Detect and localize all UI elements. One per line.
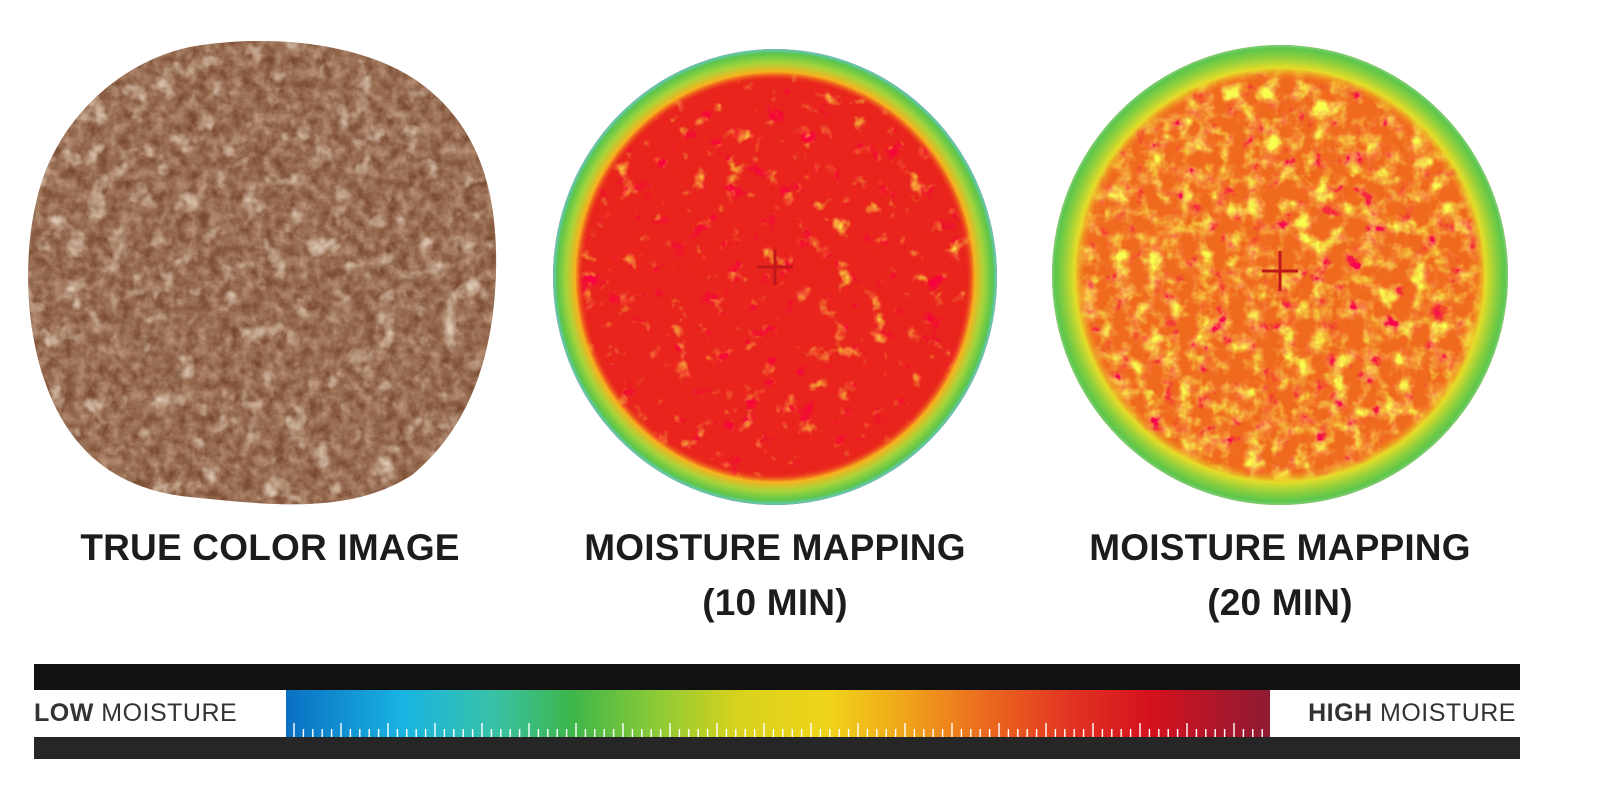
low-prefix: LOW	[34, 699, 94, 727]
caption-line: TRUE COLOR IMAGE	[80, 527, 460, 568]
true-color-caption: TRUE COLOR IMAGE	[20, 520, 520, 575]
crosshair-marker	[757, 249, 793, 285]
legend-bottom-bar	[34, 737, 1520, 759]
low-suffix: MOISTURE	[93, 699, 238, 727]
moisture-map-10	[525, 35, 1025, 515]
true-color-panel: TRUE COLOR IMAGE	[20, 0, 520, 640]
cookie-photo-image	[28, 41, 497, 505]
moisture-10-panel: MOISTURE MAPPING (10 MIN)	[525, 0, 1025, 640]
moisture-heatmap-10	[553, 49, 997, 505]
caption-line: MOISTURE MAPPING	[1089, 527, 1471, 568]
crosshair-marker	[1262, 251, 1298, 291]
moisture-10-caption: MOISTURE MAPPING (10 MIN)	[525, 520, 1025, 630]
moisture-scale-legend: LOW MOISTURE HIGH MOISTURE	[34, 664, 1520, 759]
cookie-photo	[20, 35, 520, 515]
moisture-20-caption: MOISTURE MAPPING (20 MIN)	[1030, 520, 1530, 630]
scale-ticks	[293, 723, 1263, 737]
moisture-color-gradient	[286, 690, 1270, 737]
high-prefix: HIGH	[1308, 699, 1373, 727]
low-moisture-label: LOW MOISTURE	[34, 690, 237, 737]
high-moisture-label: HIGH MOISTURE	[1308, 690, 1516, 737]
moisture-map-20	[1030, 35, 1530, 515]
caption-line: (20 MIN)	[1207, 582, 1353, 623]
caption-line: (10 MIN)	[702, 582, 848, 623]
moisture-heatmap-20	[1052, 45, 1508, 505]
legend-middle-band: LOW MOISTURE HIGH MOISTURE	[34, 690, 1520, 737]
caption-line: MOISTURE MAPPING	[584, 527, 966, 568]
high-suffix: MOISTURE	[1372, 699, 1516, 727]
moisture-20-panel: MOISTURE MAPPING (20 MIN)	[1030, 0, 1530, 640]
legend-top-bar	[34, 664, 1520, 690]
